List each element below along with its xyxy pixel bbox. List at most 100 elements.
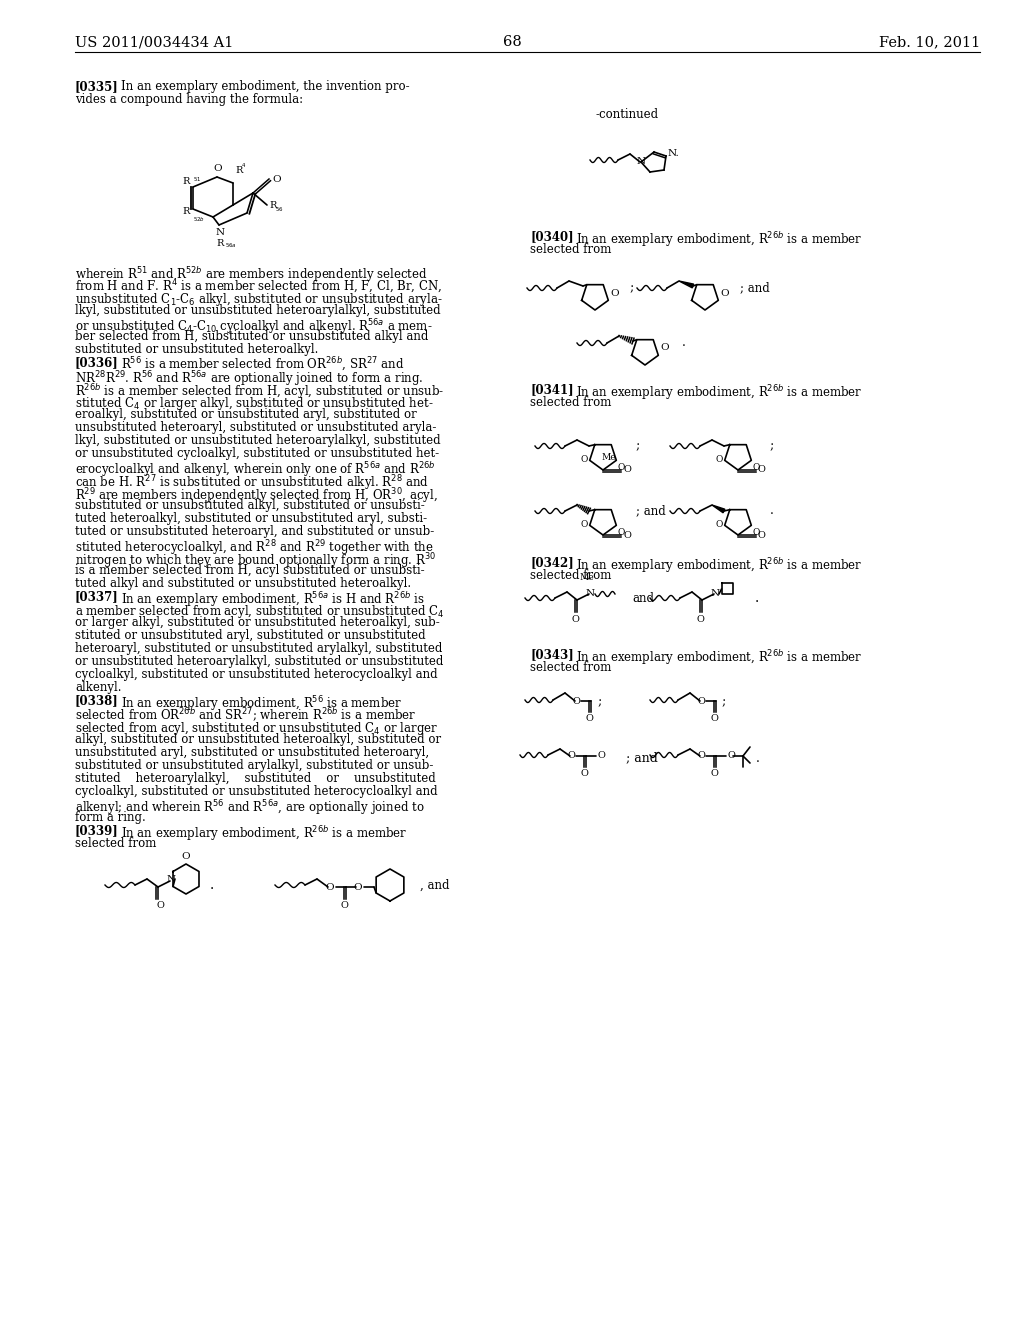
Text: O: O (753, 528, 760, 537)
Text: N.: N. (668, 149, 680, 157)
Text: .: . (755, 591, 759, 605)
Text: tuted or unsubstituted heteroaryl, and substituted or unsub-: tuted or unsubstituted heteroaryl, and s… (75, 525, 434, 539)
Text: O: O (660, 343, 669, 352)
Text: O: O (716, 455, 723, 463)
Text: unsubstituted heteroaryl, substituted or unsubstituted aryla-: unsubstituted heteroaryl, substituted or… (75, 421, 436, 434)
Text: US 2011/0034434 A1: US 2011/0034434 A1 (75, 36, 233, 49)
Text: ;: ; (597, 696, 601, 709)
Text: a member selected from acyl, substituted or unsubstituted C$_{4}$: a member selected from acyl, substituted… (75, 603, 444, 620)
Text: R$^{29}$ are members independently selected from H, OR$^{30}$, acyl,: R$^{29}$ are members independently selec… (75, 486, 438, 506)
Text: ;: ; (770, 440, 774, 453)
Text: $^{4}$: $^{4}$ (241, 162, 246, 172)
Text: $^{51}$: $^{51}$ (193, 177, 202, 185)
Text: O: O (753, 463, 760, 473)
Text: stituted or unsubstituted aryl, substituted or unsubstituted: stituted or unsubstituted aryl, substitu… (75, 630, 426, 642)
Text: O: O (623, 531, 631, 540)
Text: or larger alkyl, substituted or unsubstituted heteroalkyl, sub-: or larger alkyl, substituted or unsubsti… (75, 616, 439, 630)
Polygon shape (712, 506, 725, 512)
Text: .: . (770, 504, 774, 517)
Text: stituted C$_{4}$ or larger alkyl, substituted or unsubstituted het-: stituted C$_{4}$ or larger alkyl, substi… (75, 395, 433, 412)
Text: In an exemplary embodiment, R$^{56a}$ is H and R$^{26b}$ is: In an exemplary embodiment, R$^{56a}$ is… (121, 590, 425, 609)
Text: NR$^{28}$R$^{29}$. R$^{56}$ and R$^{56a}$ are optionally joined to form a ring.: NR$^{28}$R$^{29}$. R$^{56}$ and R$^{56a}… (75, 370, 424, 388)
Text: N: N (215, 228, 224, 238)
Text: O: O (272, 174, 281, 183)
Text: O: O (697, 751, 705, 760)
Text: selected from acyl, substituted or unsubstituted C$_{4}$ or larger: selected from acyl, substituted or unsub… (75, 719, 438, 737)
Text: N: N (711, 589, 720, 598)
Text: O: O (585, 714, 593, 723)
Text: .: . (682, 337, 686, 350)
Polygon shape (679, 281, 693, 288)
Text: substituted or unsubstituted arylalkyl, substituted or unsub-: substituted or unsubstituted arylalkyl, … (75, 759, 433, 772)
Text: from H and F. R$^{4}$ is a member selected from H, F, Cl, Br, CN,: from H and F. R$^{4}$ is a member select… (75, 279, 442, 296)
Text: wherein R$^{51}$ and R$^{52b}$ are members independently selected: wherein R$^{51}$ and R$^{52b}$ are membe… (75, 265, 428, 284)
Text: In an exemplary embodiment, R$^{26b}$ is a member: In an exemplary embodiment, R$^{26b}$ is… (575, 383, 862, 401)
Text: selected from: selected from (530, 243, 611, 256)
Text: can be H. R$^{27}$ is substituted or unsubstituted alkyl. R$^{28}$ and: can be H. R$^{27}$ is substituted or uns… (75, 473, 429, 492)
Text: alkyl, substituted or unsubstituted heteroalkyl, substituted or: alkyl, substituted or unsubstituted hete… (75, 733, 441, 746)
Text: In an exemplary embodiment, the invention pro-: In an exemplary embodiment, the inventio… (121, 81, 410, 92)
Text: O: O (597, 751, 605, 760)
Text: ;: ; (630, 281, 634, 294)
Text: form a ring.: form a ring. (75, 810, 145, 824)
Text: [0341]: [0341] (530, 383, 573, 396)
Text: ber selected from H, substituted or unsubstituted alkyl and: ber selected from H, substituted or unsu… (75, 330, 428, 343)
Text: stituted heterocycloalkyl, and R$^{28}$ and R$^{29}$ together with the: stituted heterocycloalkyl, and R$^{28}$ … (75, 539, 434, 557)
Text: nitrogen to which they are bound optionally form a ring. R$^{30}$: nitrogen to which they are bound optiona… (75, 550, 436, 570)
Text: O: O (581, 520, 588, 529)
Text: selected from: selected from (530, 396, 611, 409)
Text: O: O (758, 466, 766, 474)
Text: O: O (623, 466, 631, 474)
Text: O: O (697, 697, 705, 705)
Text: R: R (234, 166, 243, 176)
Text: , and: , and (420, 879, 450, 891)
Text: O: O (696, 615, 703, 624)
Text: .: . (756, 751, 760, 764)
Text: vides a compound having the formula:: vides a compound having the formula: (75, 92, 303, 106)
Text: Feb. 10, 2011: Feb. 10, 2011 (879, 36, 980, 49)
Text: alkenyl; and wherein R$^{56}$ and R$^{56a}$, are optionally joined to: alkenyl; and wherein R$^{56}$ and R$^{56… (75, 799, 425, 817)
Text: O: O (617, 528, 625, 537)
Text: [0336]: [0336] (75, 356, 119, 370)
Text: .: . (210, 878, 214, 892)
Text: ;: ; (722, 696, 726, 709)
Text: O: O (580, 770, 588, 777)
Text: substituted or unsubstituted alkyl, substituted or unsubsti-: substituted or unsubstituted alkyl, subs… (75, 499, 425, 512)
Text: erocycloalkyl and alkenyl, wherein only one of R$^{56a}$ and R$^{26b}$: erocycloalkyl and alkenyl, wherein only … (75, 459, 435, 479)
Text: [0339]: [0339] (75, 824, 119, 837)
Text: selected from: selected from (530, 569, 611, 582)
Text: [0342]: [0342] (530, 556, 573, 569)
Text: O: O (727, 751, 735, 760)
Text: O: O (571, 615, 579, 624)
Text: stituted    heteroarylalkyl,    substituted    or    unsubstituted: stituted heteroarylalkyl, substituted or… (75, 772, 436, 785)
Text: In an exemplary embodiment, R$^{26b}$ is a member: In an exemplary embodiment, R$^{26b}$ is… (121, 824, 408, 843)
Text: ; and: ; and (636, 504, 666, 517)
Text: O: O (758, 531, 766, 540)
Text: O: O (581, 455, 588, 463)
Text: R: R (216, 239, 223, 248)
Text: O: O (710, 714, 718, 723)
Text: In an exemplary embodiment, R$^{26b}$ is a member: In an exemplary embodiment, R$^{26b}$ is… (575, 230, 862, 249)
Text: heteroaryl, substituted or unsubstituted arylalkyl, substituted: heteroaryl, substituted or unsubstituted… (75, 642, 442, 655)
Text: R$^{26b}$ is a member selected from H, acyl, substituted or unsub-: R$^{26b}$ is a member selected from H, a… (75, 381, 444, 401)
Text: N: N (586, 589, 595, 598)
Text: O: O (567, 751, 574, 760)
Text: In an exemplary embodiment, R$^{26b}$ is a member: In an exemplary embodiment, R$^{26b}$ is… (575, 648, 862, 667)
Text: O: O (181, 851, 190, 861)
Text: tuted alkyl and substituted or unsubstituted heteroalkyl.: tuted alkyl and substituted or unsubstit… (75, 577, 411, 590)
Text: and: and (632, 591, 654, 605)
Text: R: R (269, 201, 276, 210)
Text: O: O (214, 164, 222, 173)
Text: [0340]: [0340] (530, 230, 573, 243)
Text: R: R (182, 177, 190, 186)
Text: unsubstituted aryl, substituted or unsubstituted heteroaryl,: unsubstituted aryl, substituted or unsub… (75, 746, 429, 759)
Text: lkyl, substituted or unsubstituted heteroarylalkyl, substituted: lkyl, substituted or unsubstituted heter… (75, 304, 440, 317)
Text: In an exemplary embodiment, R$^{26b}$ is a member: In an exemplary embodiment, R$^{26b}$ is… (575, 556, 862, 576)
Text: In an exemplary embodiment, R$^{56}$ is a member: In an exemplary embodiment, R$^{56}$ is … (121, 694, 402, 714)
Text: substituted or unsubstituted heteroalkyl.: substituted or unsubstituted heteroalkyl… (75, 343, 318, 356)
Text: or unsubstituted C$_{4}$-C$_{10}$ cycloalkyl and alkenyl. R$^{56a}$ a mem-: or unsubstituted C$_{4}$-C$_{10}$ cycloa… (75, 317, 432, 337)
Text: Me: Me (580, 573, 594, 582)
Text: [0335]: [0335] (75, 81, 119, 92)
Text: cycloalkyl, substituted or unsubstituted heterocycloalkyl and: cycloalkyl, substituted or unsubstituted… (75, 668, 437, 681)
Text: $^{56a}$: $^{56a}$ (225, 243, 237, 251)
